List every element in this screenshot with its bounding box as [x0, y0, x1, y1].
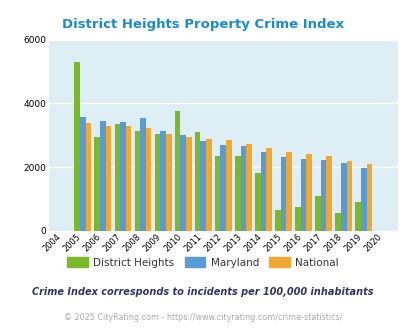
Bar [260, 151, 266, 231]
Bar [145, 128, 151, 231]
Text: © 2025 CityRating.com - https://www.cityrating.com/crime-statistics/: © 2025 CityRating.com - https://www.city… [64, 313, 341, 322]
Bar [114, 124, 120, 231]
Text: District Heights Property Crime Index: District Heights Property Crime Index [62, 18, 343, 31]
Bar [286, 152, 291, 231]
Bar [354, 202, 360, 231]
Bar [180, 135, 185, 231]
Bar [226, 140, 231, 231]
Text: Crime Index corresponds to incidents per 100,000 inhabitants: Crime Index corresponds to incidents per… [32, 287, 373, 297]
Bar [234, 156, 240, 231]
Bar [340, 163, 345, 231]
Bar [254, 173, 260, 231]
Bar [280, 157, 286, 231]
Bar [80, 117, 85, 231]
Bar [345, 161, 351, 231]
Bar [85, 123, 91, 231]
Bar [154, 134, 160, 231]
Bar [294, 207, 300, 231]
Bar [194, 132, 200, 231]
Bar [214, 156, 220, 231]
Bar [126, 126, 131, 231]
Bar [160, 130, 166, 231]
Bar [220, 145, 226, 231]
Bar [266, 148, 271, 231]
Bar [205, 139, 211, 231]
Bar [300, 159, 306, 231]
Bar [245, 144, 251, 231]
Bar [240, 147, 245, 231]
Bar [185, 137, 191, 231]
Bar [134, 130, 140, 231]
Bar [166, 134, 171, 231]
Bar [320, 159, 326, 231]
Legend: District Heights, Maryland, National: District Heights, Maryland, National [64, 254, 341, 271]
Bar [174, 112, 180, 231]
Bar [140, 118, 145, 231]
Bar [120, 121, 126, 231]
Bar [74, 62, 80, 231]
Bar [200, 141, 205, 231]
Bar [100, 121, 105, 231]
Bar [275, 210, 280, 231]
Bar [326, 156, 331, 231]
Bar [360, 168, 366, 231]
Bar [366, 164, 371, 231]
Bar [314, 196, 320, 231]
Bar [306, 154, 311, 231]
Bar [94, 137, 100, 231]
Bar [335, 214, 340, 231]
Bar [105, 126, 111, 231]
